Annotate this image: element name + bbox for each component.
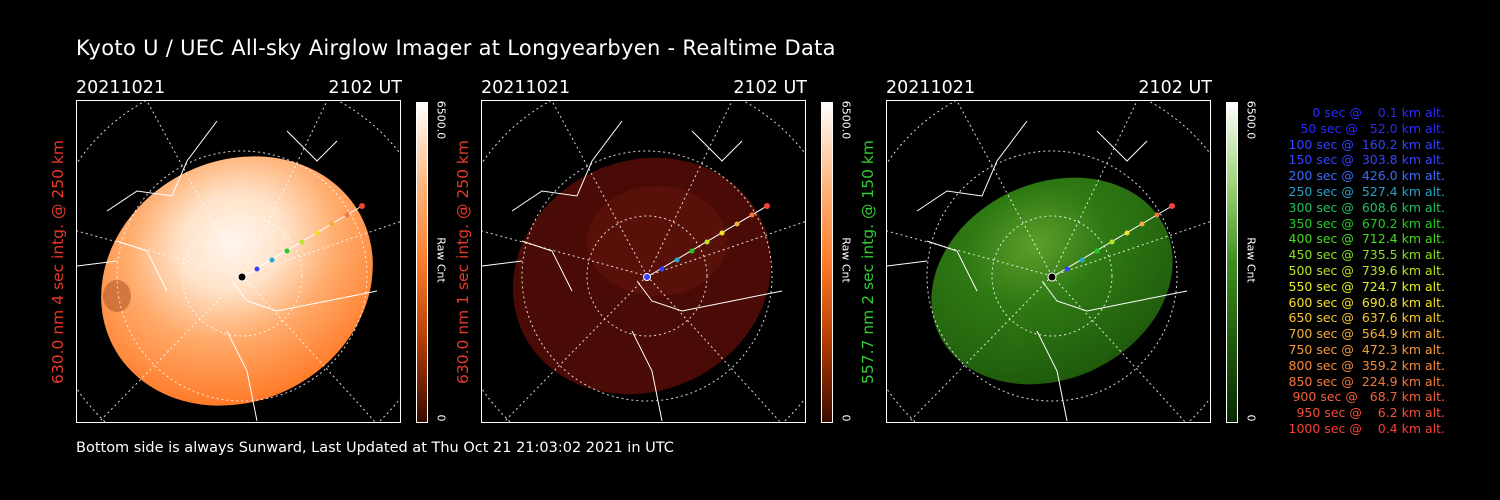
panel-date: 20211021 [481,78,571,98]
panel-date: 20211021 [76,78,166,98]
legend-item: 400 sec @ 712.4 km alt. [1288,231,1445,247]
legend-item: 1000 sec @ 0.4 km alt. [1288,420,1445,436]
panel-time: 2102 UT [328,78,402,98]
legend-item: 50 sec @ 52.0 km alt. [1300,120,1445,136]
trajectory-dots [237,203,365,282]
panel-2: 20211021 2102 UT 630.0 nm 1 sec intg. @ … [454,78,881,438]
trajectory-dots [1047,203,1175,282]
legend-item: 150 sec @ 303.8 km alt. [1288,152,1445,168]
legend-item: 0 sec @ 0.1 km alt. [1312,105,1445,120]
legend-item: 850 sec @ 224.9 km alt. [1288,373,1445,389]
coastlines [77,120,378,422]
page-title: Kyoto U / UEC All-sky Airglow Imager at … [76,36,836,60]
legend-item: 350 sec @ 670.2 km alt. [1288,215,1445,231]
coastlines [482,120,783,422]
panel-time: 2102 UT [1138,78,1212,98]
legend-item: 750 sec @ 472.3 km alt. [1288,341,1445,357]
trajectory-legend: 0 sec @ 0.1 km alt. 50 sec @ 52.0 km alt.… [1250,105,1445,437]
trajectory-dots [643,203,770,281]
legend-item: 900 sec @ 68.7 km alt. [1292,389,1445,405]
panel-side-label: 630.0 nm 4 sec intg. @ 250 km [49,139,67,384]
legend-item: 950 sec @ 6.2 km alt. [1296,405,1445,421]
panel-1: 20211021 2102 UT 630.0 nm 4 sec intg. @ … [49,78,476,438]
legend-item: 650 sec @ 637.6 km alt. [1288,310,1445,326]
legend-item: 250 sec @ 527.4 km alt. [1288,183,1445,199]
map-grid [887,101,1210,422]
legend-item: 800 sec @ 359.2 km alt. [1288,357,1445,373]
legend-item: 550 sec @ 724.7 km alt. [1288,278,1445,294]
panel-time: 2102 UT [733,78,807,98]
map-grid [482,101,805,422]
map-grid [77,101,400,422]
airglow-image [101,156,373,406]
footer-note: Bottom side is always Sunward, Last Upda… [76,440,674,456]
legend-item: 700 sec @ 564.9 km alt. [1288,326,1445,342]
airglow-map [886,100,1211,423]
legend-item: 500 sec @ 739.6 km alt. [1288,262,1445,278]
colorbar [821,102,833,423]
panel-3: 20211021 2102 UT 557.7 nm 2 sec intg. @ … [859,78,1286,438]
legend-item: 600 sec @ 690.8 km alt. [1288,294,1445,310]
legend-item: 100 sec @ 160.2 km alt. [1288,136,1445,152]
panel-side-label: 557.7 nm 2 sec intg. @ 150 km [859,139,877,384]
panel-date: 20211021 [886,78,976,98]
legend-item: 200 sec @ 426.0 km alt. [1288,168,1445,184]
airglow-map [481,100,806,423]
legend-item: 300 sec @ 608.6 km alt. [1288,199,1445,215]
colorbar [416,102,428,423]
panel-side-label: 630.0 nm 1 sec intg. @ 250 km [454,139,472,384]
coastlines [887,120,1188,422]
airglow-map [76,100,401,423]
legend-item: 450 sec @ 735.5 km alt. [1288,247,1445,263]
colorbar [1226,102,1238,423]
